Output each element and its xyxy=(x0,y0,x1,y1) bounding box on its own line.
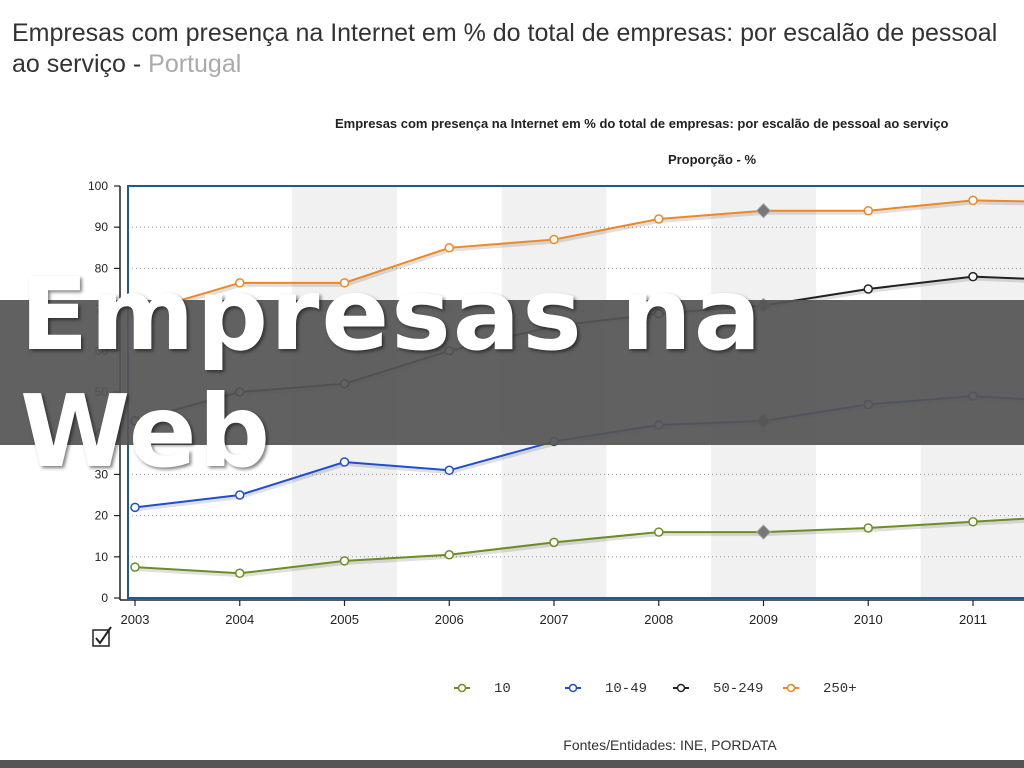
y-tick-label: 10 xyxy=(95,550,109,564)
data-point xyxy=(130,562,140,572)
series-line xyxy=(134,517,1024,575)
data-point xyxy=(863,284,873,294)
y-tick-label: 30 xyxy=(95,467,109,481)
data-point xyxy=(235,568,245,579)
legend[interactable]: 10 10-49 50-249 250+ xyxy=(454,681,857,697)
legend-item[interactable]: 50-249 xyxy=(673,681,763,697)
x-tick-label: 2004 xyxy=(225,612,254,627)
legend-label: 10 xyxy=(494,681,511,697)
page-title-country: Portugal xyxy=(148,50,242,78)
y-tick-label: 80 xyxy=(95,261,109,275)
legend-swatch-marker xyxy=(786,683,796,693)
x-tick-label: 2005 xyxy=(330,612,359,627)
highlighted-point xyxy=(755,203,772,219)
page-title-main: Empresas com presença na Internet em % d… xyxy=(12,19,998,78)
data-point xyxy=(130,502,140,513)
legend-label: 250+ xyxy=(823,681,857,697)
legend-swatch-marker xyxy=(676,683,686,693)
legend-item[interactable]: 250+ xyxy=(783,681,857,697)
x-tick-label: 2006 xyxy=(435,612,464,627)
series-line xyxy=(134,199,1024,315)
x-axis: 2003200420052006200720082009201020112012 xyxy=(120,599,1024,627)
data-point xyxy=(235,278,245,288)
data-point xyxy=(863,205,873,216)
data-point xyxy=(235,490,245,500)
legend-label: 50-249 xyxy=(713,681,763,697)
x-tick-label: 2010 xyxy=(854,612,883,627)
legend-item[interactable]: 10 xyxy=(454,681,511,697)
x-tick-label: 2003 xyxy=(121,612,150,627)
data-point xyxy=(444,465,454,476)
data-point xyxy=(339,556,350,566)
legend-swatch-marker xyxy=(457,683,467,693)
series-line-shadow xyxy=(135,200,1024,318)
legend-swatch-marker xyxy=(568,683,578,693)
legend-label: 10-49 xyxy=(605,681,647,697)
data-point xyxy=(968,271,978,282)
chart-subtitle: Proporção - % xyxy=(668,152,757,167)
data-point xyxy=(654,527,664,537)
data-point xyxy=(863,523,873,533)
x-tick-label: 2007 xyxy=(540,612,569,627)
data-point xyxy=(968,517,978,527)
checkbox-icon[interactable] xyxy=(92,625,114,647)
data-point xyxy=(968,195,978,206)
highlighted-point xyxy=(755,524,772,540)
bottom-border xyxy=(0,760,1024,768)
x-tick-label: 2008 xyxy=(644,612,673,627)
chart-title: Empresas com presença na Internet em % d… xyxy=(335,116,948,131)
series-line-shadow xyxy=(135,518,1024,578)
page-title: Empresas com presença na Internet em % d… xyxy=(12,19,998,78)
banner-text: Empresas na Web xyxy=(20,255,764,490)
x-tick-label: 2009 xyxy=(749,612,778,627)
data-point xyxy=(339,457,350,467)
data-point xyxy=(339,278,350,288)
data-point xyxy=(654,214,664,224)
data-point xyxy=(444,243,454,253)
legend-item[interactable]: 10-49 xyxy=(565,681,647,697)
data-point xyxy=(444,549,454,560)
y-tick-label: 100 xyxy=(88,179,108,193)
title-banner: Empresas na Web xyxy=(0,256,1024,490)
data-point xyxy=(549,234,559,245)
y-tick-label: 90 xyxy=(95,220,109,234)
data-point xyxy=(549,537,559,548)
y-tick-label: 20 xyxy=(95,509,109,523)
x-tick-label: 2011 xyxy=(959,612,987,627)
y-tick-label: 0 xyxy=(101,591,108,605)
source-note: Fontes/Entidades: INE, PORDATA xyxy=(563,737,777,753)
